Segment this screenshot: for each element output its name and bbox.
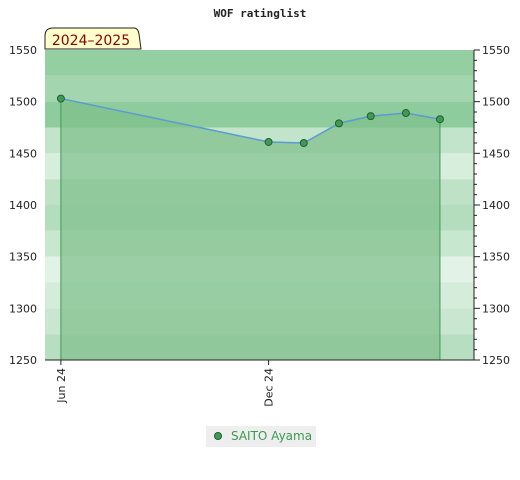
- background-band: [45, 75, 474, 102]
- y-tick-label-right: 1550: [482, 44, 510, 57]
- y-tick-label-right: 1300: [482, 302, 510, 315]
- legend: SAITO Ayama: [206, 426, 316, 447]
- x-tick-label: Jun 24: [55, 368, 68, 404]
- chart-title: WOF ratinglist: [214, 7, 307, 20]
- x-axis: Jun 24 Dec 24: [55, 360, 276, 407]
- season-badge-label: 2024–2025: [52, 33, 130, 49]
- data-point: [299, 139, 308, 147]
- y-tick-label-left: 1500: [9, 96, 37, 109]
- y-tick-label-right: 1500: [482, 96, 510, 109]
- y-tick-label-right: 1350: [482, 251, 510, 264]
- season-badge: 2024–2025: [44, 27, 142, 50]
- y-tick-label-right: 1400: [482, 199, 510, 212]
- series-markers: [56, 94, 444, 147]
- y-tick-label-left: 1550: [9, 44, 37, 57]
- data-point: [334, 119, 343, 128]
- left-y-axis: 1250 1300 1350 1400 1450 1500 1550: [9, 44, 37, 367]
- y-tick-label-right: 1450: [482, 147, 510, 160]
- legend-marker: [214, 432, 222, 440]
- y-tick-label-left: 1400: [9, 199, 37, 212]
- y-tick-label-left: 1350: [9, 251, 37, 264]
- data-point: [264, 137, 273, 146]
- right-y-minor-ticks: [474, 59, 477, 351]
- y-tick-label-left: 1300: [9, 302, 37, 315]
- data-point: [366, 112, 375, 121]
- x-tick-label: Dec 24: [263, 368, 276, 407]
- y-tick-label-left: 1450: [9, 147, 37, 160]
- data-point: [401, 109, 410, 118]
- data-point: [435, 115, 444, 124]
- legend-series-name: SAITO Ayama: [231, 429, 312, 443]
- background-band: [45, 50, 474, 76]
- season-badge-shape: [44, 27, 142, 50]
- legend-box: [206, 426, 316, 447]
- y-tick-label-left: 1250: [9, 354, 37, 367]
- right-y-axis: 1250 1300 1350 1400 1450 1500 1550: [474, 44, 510, 367]
- y-tick-label-right: 1250: [482, 354, 510, 367]
- data-point: [56, 94, 65, 103]
